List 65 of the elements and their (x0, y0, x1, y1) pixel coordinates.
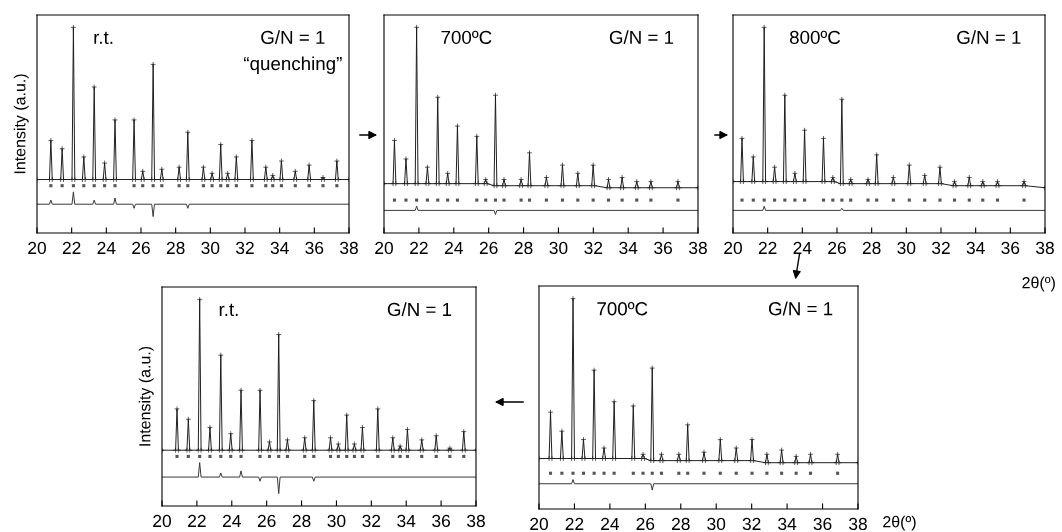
x-tick-label: 38 (1036, 241, 1054, 255)
x-tick-label: 22 (188, 514, 206, 527)
x-tick-label: 36 (305, 241, 324, 255)
x-tick-label: 32 (236, 241, 254, 255)
x-tick-label: 26 (479, 241, 498, 255)
x-tick-label: 34 (397, 514, 416, 528)
annotation: G/N = 1 (261, 30, 325, 45)
x-tick-label: 22 (758, 241, 777, 254)
y-axis-title: Intensity (a.u.) (13, 74, 29, 174)
x-tick-label: 32 (932, 241, 950, 255)
annotation: r.t. (94, 31, 113, 44)
x-tick-label: 34 (270, 241, 289, 255)
x-tick-label: 32 (362, 514, 381, 528)
annotation: G/N = 1 (957, 30, 1021, 45)
x-tick-label: 20 (153, 514, 171, 528)
annotation: “quenching” (244, 56, 342, 74)
annotation: 700ºC (597, 302, 648, 316)
x-tick-label: 38 (689, 241, 707, 255)
x-tick-label: 26 (257, 514, 276, 528)
x-tick-label: 34 (966, 241, 985, 255)
x-tick-label: 38 (849, 517, 867, 531)
annotation: G/N = 1 (768, 301, 833, 316)
x-tick-label: 28 (672, 517, 690, 531)
x-tick-label: 26 (636, 517, 655, 531)
y-axis-title: Intensity (a.u.) (138, 346, 154, 446)
x-tick-label: 30 (327, 514, 346, 528)
annotation: r.t. (219, 303, 238, 317)
x-tick-label: 24 (601, 517, 620, 530)
x-axis-title: 2θ(º) (883, 515, 916, 531)
x-tick-label: 28 (862, 241, 881, 255)
x-tick-label: 26 (828, 241, 846, 255)
x-tick-label: 22 (565, 517, 584, 530)
annotation: G/N = 1 (387, 302, 452, 317)
x-tick-label: 32 (584, 241, 603, 255)
x-tick-label: 38 (340, 241, 358, 255)
x-tick-label: 20 (724, 241, 742, 255)
x-tick-label: 22 (62, 241, 81, 254)
x-tick-label: 36 (432, 514, 450, 528)
x-tick-label: 24 (445, 241, 463, 254)
annotation: G/N = 1 (609, 30, 674, 45)
x-tick-label: 30 (549, 241, 568, 255)
x-tick-label: 38 (467, 514, 485, 528)
x-tick-label: 24 (97, 241, 116, 254)
annotation: 800ºC (789, 30, 841, 45)
x-tick-label: 34 (778, 517, 797, 531)
x-tick-label: 30 (707, 517, 726, 531)
x-tick-label: 20 (530, 517, 548, 531)
x-tick-label: 22 (410, 241, 428, 254)
x-tick-label: 34 (619, 241, 638, 255)
x-tick-label: 36 (813, 517, 832, 531)
x-tick-label: 28 (514, 241, 533, 255)
x-tick-label: 20 (28, 241, 46, 255)
x-tick-label: 24 (793, 241, 812, 254)
x-tick-label: 24 (223, 514, 241, 527)
x-tick-label: 28 (292, 514, 311, 528)
x-tick-label: 28 (166, 241, 185, 255)
x-tick-label: 30 (201, 241, 220, 255)
x-tick-label: 36 (1001, 241, 1020, 255)
x-tick-label: 26 (132, 241, 150, 255)
x-tick-label: 32 (742, 517, 761, 531)
x-tick-label: 20 (375, 241, 393, 255)
x-tick-label: 36 (654, 241, 672, 255)
x-axis-title: 2θ(º) (1022, 276, 1055, 292)
x-tick-label: 30 (897, 241, 916, 255)
annotation: 700ºC (441, 30, 492, 45)
